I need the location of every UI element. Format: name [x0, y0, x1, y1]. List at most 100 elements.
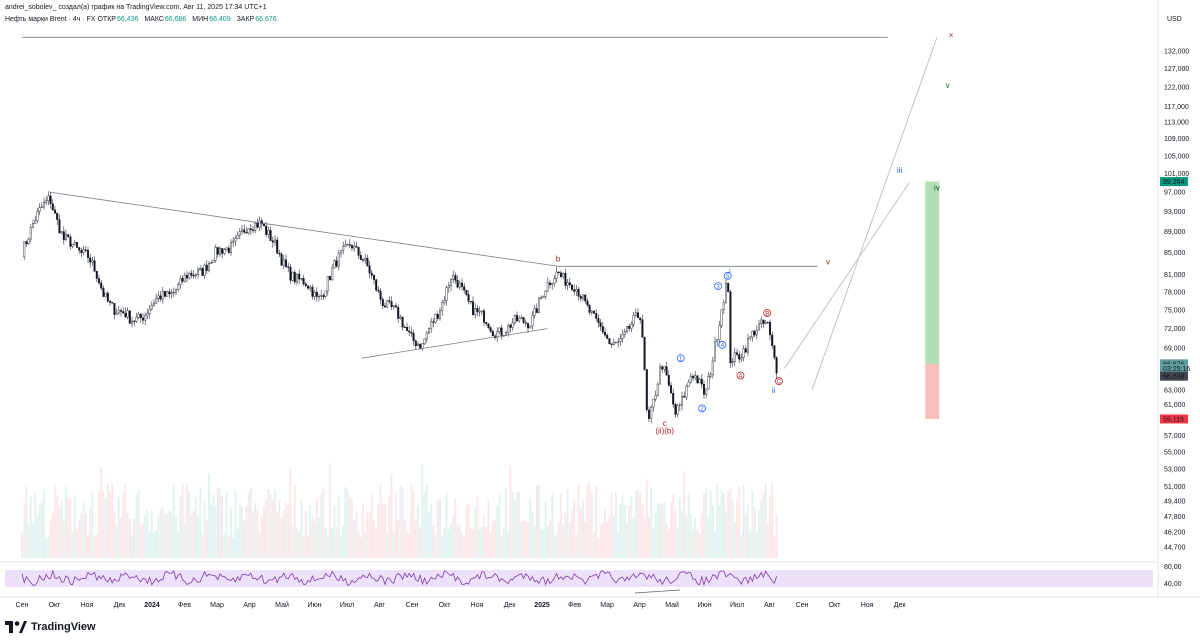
volume-bar	[318, 517, 320, 558]
volume-bar	[502, 527, 505, 558]
volume-bar	[524, 521, 527, 558]
candle-up	[38, 207, 41, 212]
symbol-name[interactable]: Нефть марки Brent · 4ч · FX	[5, 16, 96, 23]
candle-down	[384, 305, 387, 308]
candle-up	[434, 313, 437, 323]
volume-bar	[346, 489, 349, 558]
volume-bar	[597, 537, 600, 558]
volume-bar	[117, 497, 120, 558]
candle-down	[276, 239, 279, 254]
candle-up	[60, 231, 63, 234]
candle-up	[480, 310, 483, 312]
volume-bar	[241, 507, 243, 558]
volume-bar	[540, 528, 543, 558]
volume-bar	[47, 535, 50, 558]
price-tick-label: 57,000	[1164, 433, 1186, 440]
candle-down	[775, 357, 778, 374]
volume-bar	[447, 529, 450, 558]
rsi-divergence-line	[634, 589, 681, 594]
volume-bar	[186, 484, 188, 558]
volume-bar	[406, 531, 408, 558]
volume-bar	[489, 533, 492, 558]
candle-up	[632, 315, 635, 325]
candle-up	[663, 366, 666, 370]
channel-line-lower	[783, 182, 910, 369]
volume-bar	[546, 526, 549, 558]
candle-down	[335, 260, 338, 267]
volume-bar	[586, 484, 589, 558]
volume-bar	[434, 534, 437, 558]
candle-up	[247, 228, 250, 234]
candle-up	[758, 323, 761, 331]
candle-down	[771, 334, 774, 346]
volume-bar	[40, 500, 43, 558]
candle-down	[485, 322, 488, 324]
volume-bar	[254, 502, 257, 558]
candle-up	[538, 297, 541, 313]
candle-down	[414, 340, 417, 347]
volume-bar	[639, 493, 642, 558]
candle-up	[714, 341, 717, 362]
volume-bar	[377, 502, 380, 558]
volume-bar	[441, 535, 444, 558]
candle-up	[392, 305, 395, 308]
volume-bar	[641, 504, 644, 558]
candle-up	[135, 317, 138, 322]
candle-up	[342, 246, 345, 251]
candle-up	[590, 310, 593, 313]
candle-down	[648, 409, 651, 419]
wave-circle-1-ring	[676, 354, 685, 363]
candle-down	[298, 273, 301, 280]
candle-down	[641, 319, 644, 338]
volume-bar	[428, 511, 430, 558]
wave-circle-c-ring	[775, 377, 783, 386]
volume-bar	[740, 534, 743, 558]
volume-bar	[500, 536, 503, 558]
price-badge	[1160, 414, 1188, 424]
volume-bar	[144, 514, 147, 558]
volume-bar	[133, 518, 136, 558]
price-badge-text: 66,638	[1163, 374, 1185, 381]
candle-up	[685, 385, 688, 398]
candle-down	[216, 247, 219, 255]
candle-down	[608, 338, 611, 344]
candle-down	[606, 334, 609, 339]
candle-up	[172, 291, 175, 294]
volume-bar	[271, 499, 274, 558]
candle-up	[529, 325, 532, 329]
volume-bar	[157, 515, 160, 558]
candle-down	[269, 230, 272, 241]
volume-bar	[201, 534, 204, 558]
volume-bar	[410, 484, 413, 558]
candle-down	[141, 317, 144, 321]
price-tick-label: 93,000	[1164, 209, 1186, 216]
volume-bar	[78, 520, 81, 558]
candle-up	[229, 242, 232, 253]
volume-bar	[236, 529, 239, 558]
volume-bar	[516, 492, 518, 558]
tradingview-logo[interactable]: TradingView	[5, 620, 96, 634]
price-tick-label: 127,000	[1164, 66, 1189, 73]
volume-bar	[628, 505, 631, 558]
candle-up	[194, 274, 197, 276]
volume-bar	[337, 496, 340, 558]
volume-bar	[667, 529, 670, 558]
volume-bar	[122, 493, 125, 558]
volume-bar	[177, 532, 180, 558]
candle-up	[199, 268, 202, 271]
time-tick-label: Сен	[16, 602, 29, 609]
candle-up	[417, 343, 420, 347]
candle-up	[207, 263, 210, 271]
volume-bar	[256, 510, 259, 558]
price-tick-label: 105,000	[1164, 153, 1189, 160]
candle-down	[388, 300, 391, 302]
candle-up	[148, 308, 151, 314]
candle-up	[104, 292, 107, 297]
volume-bar	[577, 484, 580, 558]
volume-bar	[190, 514, 193, 558]
volume-bar	[274, 489, 276, 558]
candle-up	[566, 282, 569, 286]
rsi-label-40: 40,00	[1164, 581, 1182, 588]
currency-label[interactable]: USD	[1167, 16, 1182, 23]
